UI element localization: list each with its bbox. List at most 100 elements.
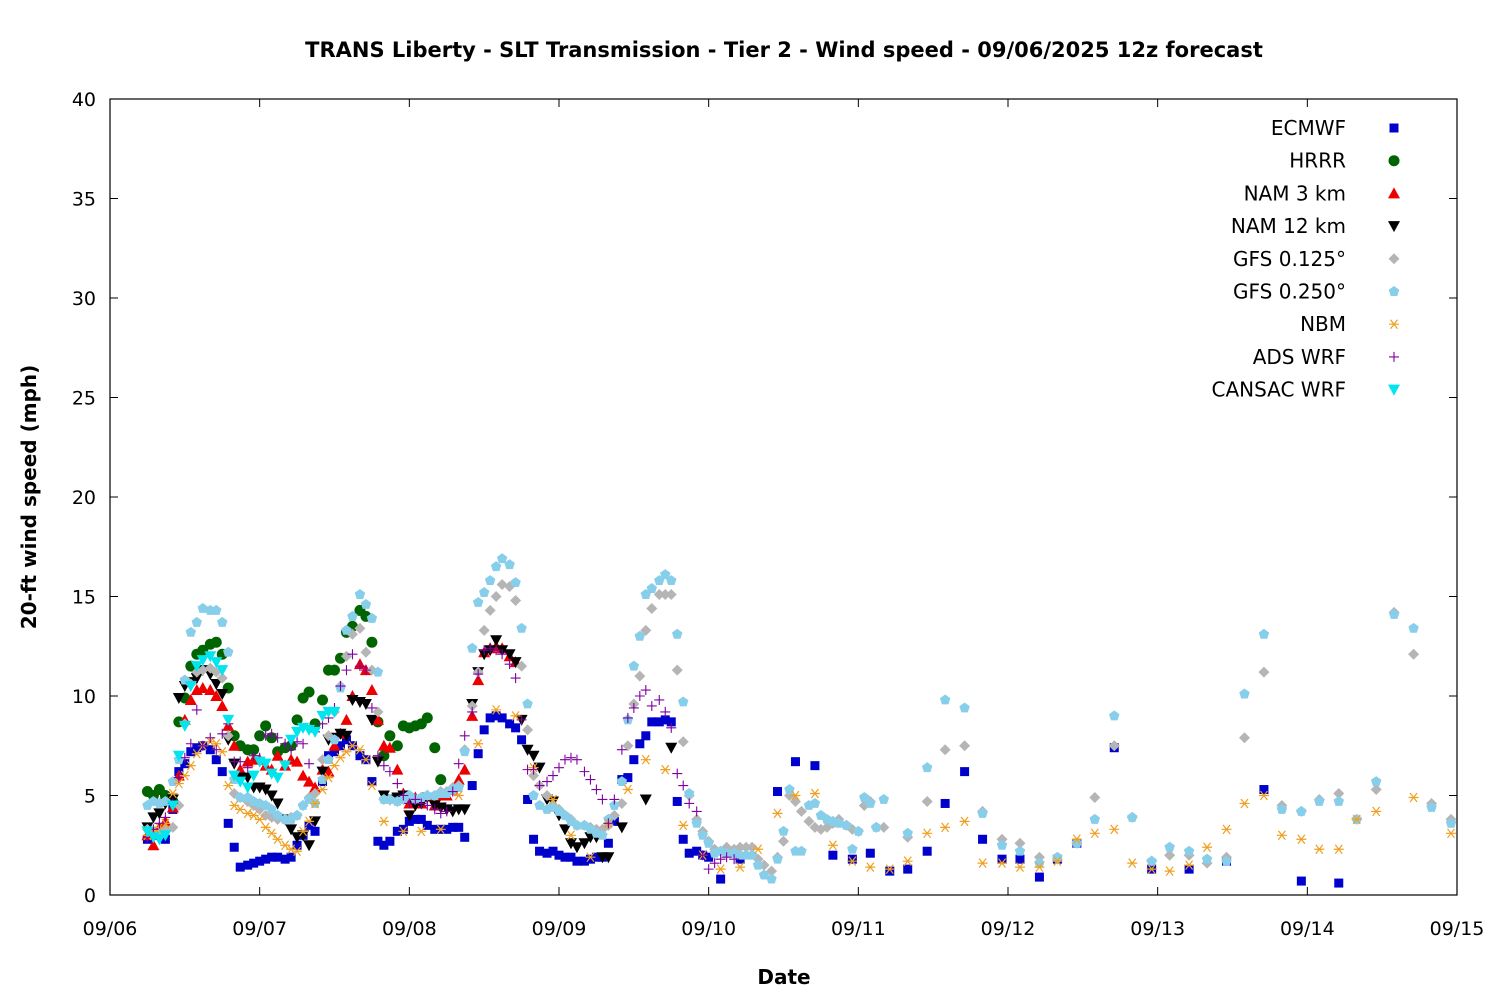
data-point-nbm [1127,858,1138,869]
data-point-ecmwf [454,822,464,832]
data-point-nbm [1109,824,1120,835]
data-point-nbm [1239,798,1250,809]
data-point-ads-wrf [185,738,196,749]
data-point-cansac-wrf [190,661,203,673]
data-point-gfs-0-125 [659,589,671,601]
data-point-nam-3-km [340,713,353,725]
data-point-ads-wrf [628,702,639,713]
data-point-ecmwf [485,713,495,723]
data-point-nbm [1351,814,1362,825]
data-point-ads-wrf [646,700,657,711]
data-point-hrrr [254,730,266,742]
y-axis-label: 20-ft wind speed (mph) [17,365,41,630]
data-point-ads-wrf [479,645,490,656]
y-tick-label: 40 [72,89,96,111]
data-point-nbm [378,816,389,827]
data-point-gfs-0-125 [167,821,179,833]
legend-marker-cansac-wrf [1388,384,1400,396]
data-point-nbm [884,864,895,874]
data-point-nbm [1371,806,1382,817]
data-point-gfs-0-250 [1239,688,1250,699]
data-point-gfs-0-250 [758,869,770,880]
data-point-gfs-0-250 [841,819,852,830]
x-tick-label: 09/15 [1430,918,1485,940]
data-point-ecmwf [960,767,970,777]
data-point-ecmwf [491,711,501,721]
data-point-ads-wrf [280,738,291,749]
data-point-nbm [565,830,576,841]
data-point-ads-wrf [473,669,484,680]
data-point-gfs-0-250 [422,790,433,800]
data-point-gfs-0-250 [772,853,783,864]
data-point-ads-wrf [191,704,202,715]
data-point-nam-12-km [509,657,522,669]
data-point-gfs-0-125 [484,604,496,616]
data-point-ecmwf [398,824,408,834]
data-point-hrrr [291,714,303,726]
data-point-nam-12-km [265,790,278,802]
data-point-gfs-0-125 [1164,849,1176,861]
data-point-ads-wrf [392,778,403,789]
data-point-ads-wrf [678,780,689,791]
data-point-gfs-0-250 [609,799,620,810]
data-point-gfs-0-250 [484,575,496,586]
data-point-gfs-0-250 [628,660,640,671]
data-point-ads-wrf [292,736,303,747]
data-point-ecmwf [978,834,988,844]
data-point-ads-wrf [266,728,277,739]
data-point-nam-12-km [172,692,185,704]
data-point-ads-wrf [729,854,740,865]
data-point-nbm [242,808,253,819]
data-point-ecmwf [422,820,432,830]
data-point-gfs-0-250 [672,628,683,639]
data-point-cansac-wrf [241,782,254,794]
data-point-nbm [678,820,689,831]
data-point-ecmwf [692,846,702,856]
x-tick-label: 09/10 [681,918,736,940]
data-point-cansac-wrf [184,681,197,693]
data-point-ecmwf [473,749,483,759]
data-point-ecmwf [416,814,426,824]
data-point-ads-wrf [360,665,371,676]
data-point-ads-wrf [179,752,190,763]
data-point-ads-wrf [248,750,259,761]
series-gfs-0-250 [142,553,1457,884]
data-point-gfs-0-250 [1388,608,1400,619]
data-point-nam-3-km [147,839,160,851]
data-point-hrrr [210,636,222,648]
data-point-ads-wrf [510,673,521,684]
data-point-hrrr [421,712,433,724]
data-point-gfs-0-250 [1164,841,1175,852]
data-point-ecmwf [448,822,458,832]
data-point-nbm [211,738,222,749]
data-point-gfs-0-250 [1071,837,1083,848]
data-point-gfs-0-250 [472,596,484,607]
data-point-nbm [185,760,196,771]
data-point-gfs-0-250 [939,694,951,705]
data-point-ads-wrf [384,766,395,777]
data-point-gfs-0-250 [847,843,858,854]
data-point-nbm [1276,830,1287,841]
data-point-ecmwf [243,860,253,870]
data-point-gfs-0-250 [211,604,222,615]
data-point-nbm [1202,842,1213,853]
series-ads-wrf [142,643,740,875]
legend-label-nam-3-km: NAM 3 km [1244,181,1346,205]
data-point-gfs-0-250 [1370,776,1382,787]
data-point-gfs-0-125 [803,815,815,827]
plot-frame [109,98,1458,896]
axis-ticks: 09/06 09/07 09/08 09/09 09/10 09/11 09/12 09/13… [72,89,1485,940]
series-nbm [142,705,1457,876]
data-point-ads-wrf [684,798,695,809]
data-point-hrrr [260,720,272,732]
data-point-ads-wrf [410,794,421,805]
data-point-ecmwf [335,741,345,751]
data-point-ads-wrf [335,681,346,692]
data-point-ecmwf [635,739,645,749]
data-point-ads-wrf [453,758,464,769]
data-point-cansac-wrf [291,726,304,738]
data-point-gfs-0-250 [697,829,708,840]
data-point-nbm [1071,834,1082,845]
data-point-gfs-0-250 [1221,855,1232,866]
data-point-nbm [235,804,246,815]
